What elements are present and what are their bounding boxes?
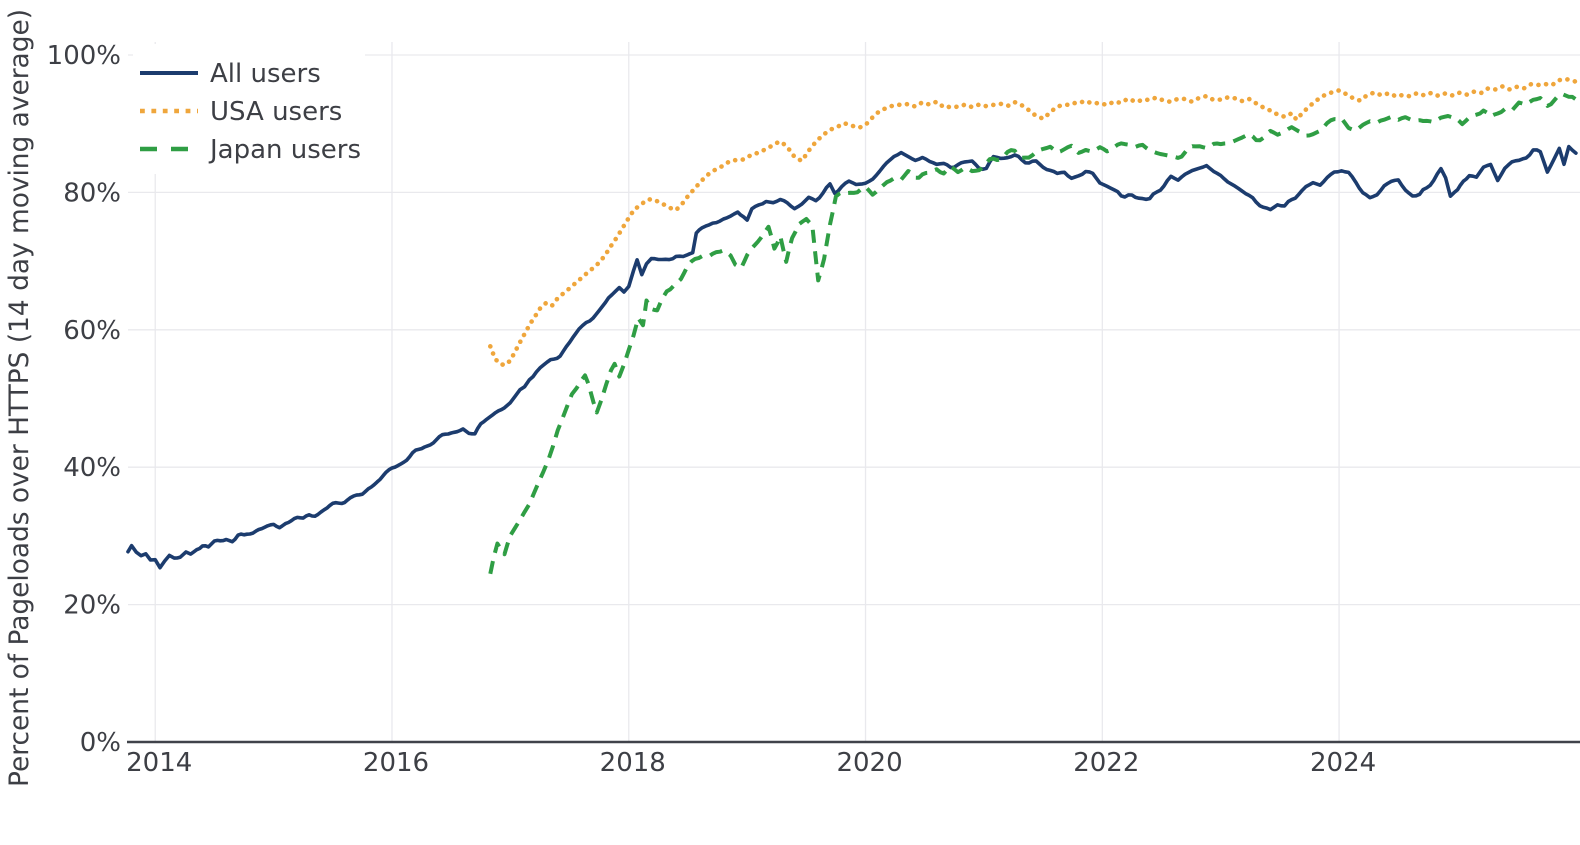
y-tick-label-80%: 80%: [63, 178, 121, 208]
legend: All users USA users Japan users: [133, 44, 365, 174]
y-tick-label-60%: 60%: [63, 316, 121, 346]
x-tick-label-2022: 2022: [1073, 748, 1139, 778]
y-tick-label-100%: 100%: [47, 41, 121, 71]
legend-background: [133, 44, 365, 174]
y-tick-label-20%: 20%: [63, 591, 121, 621]
x-tick-label-2024: 2024: [1310, 748, 1376, 778]
legend-label: USA users: [210, 97, 342, 127]
x-tick-label-2014: 2014: [126, 748, 192, 778]
legend-item-japan-users: Japan users: [140, 135, 361, 165]
legend-item-usa-users: USA users: [140, 97, 342, 127]
x-tick-label-2020: 2020: [836, 748, 902, 778]
series-line-usa-users: [488, 76, 1579, 368]
legend-label: All users: [210, 59, 321, 89]
legend-label: Japan users: [208, 135, 361, 165]
series-line-japan-users: [488, 91, 1578, 575]
y-axis-title: Percent of Pageloads over HTTPS (14 day …: [4, 9, 35, 787]
y-tick-label-40%: 40%: [63, 453, 121, 483]
x-tick-label-2018: 2018: [600, 748, 666, 778]
series-line-all-users: [126, 144, 1578, 570]
x-tick-label-2016: 2016: [363, 748, 429, 778]
legend-item-all-users: All users: [140, 59, 321, 89]
y-tick-label-0%: 0%: [80, 728, 121, 758]
